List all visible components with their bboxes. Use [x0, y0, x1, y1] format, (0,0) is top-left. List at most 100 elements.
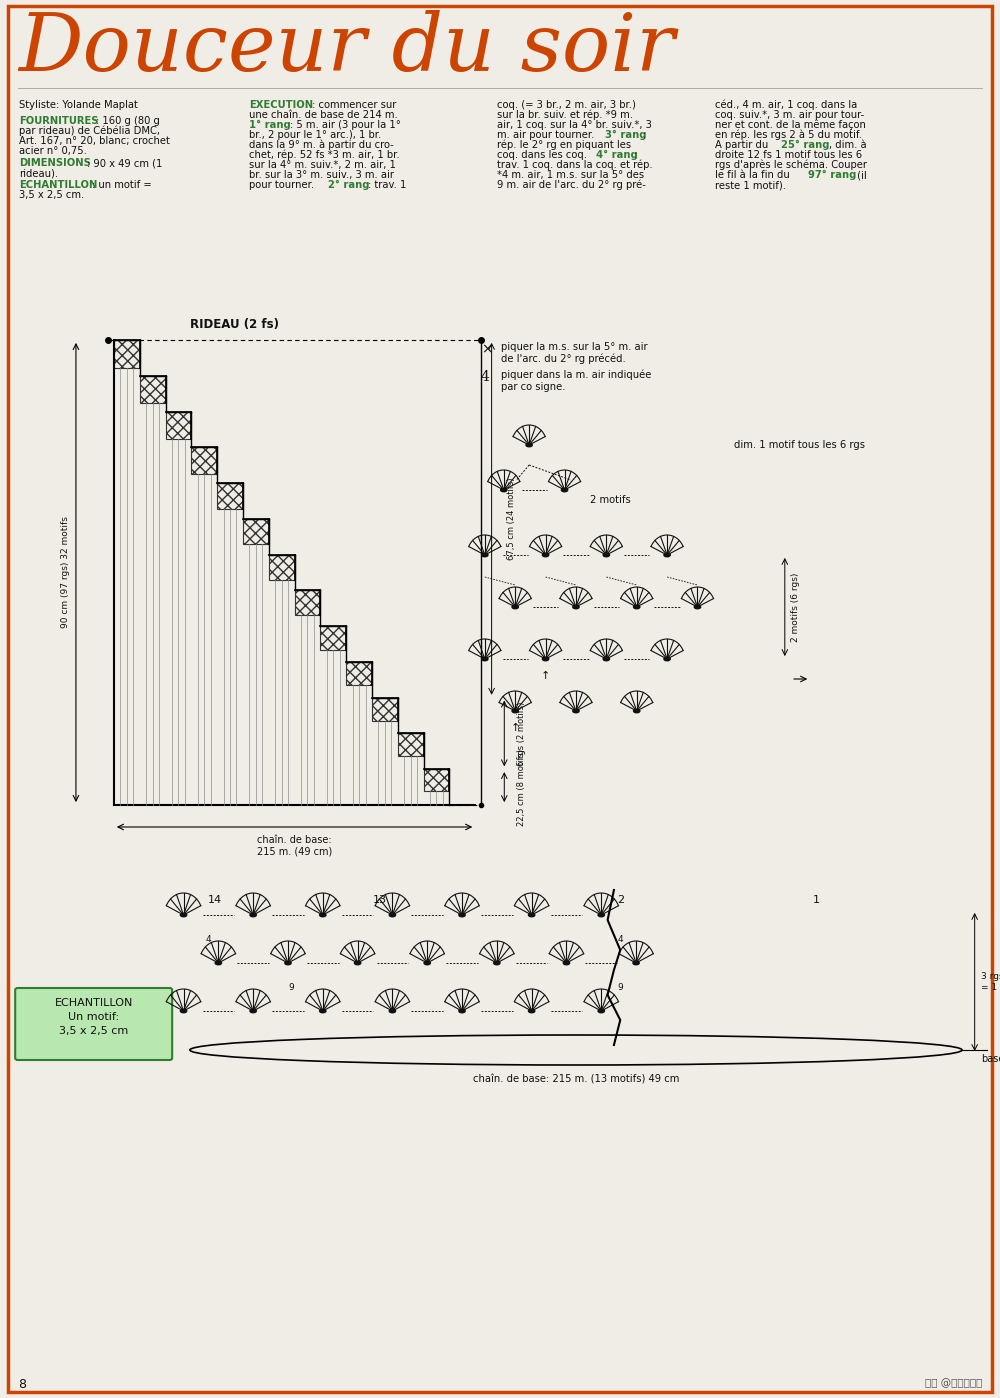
- Bar: [166, 411, 191, 439]
- Text: base: base: [981, 1054, 1000, 1064]
- Text: coq. suiv.*, 3 m. air pour tour-: coq. suiv.*, 3 m. air pour tour-: [715, 110, 864, 120]
- Text: rgs d'après le schéma. Couper: rgs d'après le schéma. Couper: [715, 159, 867, 171]
- Text: rideau).: rideau).: [19, 168, 58, 178]
- Text: , dim. à: , dim. à: [829, 140, 867, 150]
- Text: 4: 4: [617, 935, 623, 944]
- Ellipse shape: [634, 605, 640, 608]
- Bar: [346, 661, 372, 685]
- Text: : un motif =: : un motif =: [92, 180, 152, 190]
- Bar: [320, 626, 346, 650]
- Text: 22,5 cm (8 motifs): 22,5 cm (8 motifs): [517, 748, 526, 826]
- Text: *4 m. air, 1 m.s. sur la 5° des: *4 m. air, 1 m.s. sur la 5° des: [497, 171, 645, 180]
- Text: (il: (il: [854, 171, 867, 180]
- FancyBboxPatch shape: [15, 988, 172, 1060]
- Bar: [424, 769, 449, 791]
- Text: air, 1 coq. sur la 4° br. suiv.*, 3: air, 1 coq. sur la 4° br. suiv.*, 3: [497, 120, 652, 130]
- Text: 1: 1: [813, 895, 820, 905]
- Ellipse shape: [459, 1009, 465, 1012]
- Text: ECHANTILLON
Un motif:
3,5 x 2,5 cm: ECHANTILLON Un motif: 3,5 x 2,5 cm: [54, 998, 133, 1036]
- Text: 90 cm (97 rgs) 32 motifs: 90 cm (97 rgs) 32 motifs: [61, 517, 70, 629]
- Text: 9 m. air de l'arc. du 2° rg pré-: 9 m. air de l'arc. du 2° rg pré-: [497, 180, 646, 190]
- Text: rép. le 2° rg en piquant les: rép. le 2° rg en piquant les: [497, 140, 632, 151]
- Text: 13: 13: [373, 895, 387, 905]
- Ellipse shape: [634, 709, 640, 713]
- Text: FOURNITURES: FOURNITURES: [19, 116, 98, 126]
- Ellipse shape: [633, 962, 639, 965]
- Ellipse shape: [180, 1009, 187, 1012]
- Ellipse shape: [512, 709, 518, 713]
- Ellipse shape: [603, 657, 609, 661]
- Ellipse shape: [664, 554, 670, 556]
- Text: ×: ×: [481, 343, 493, 356]
- Bar: [372, 698, 398, 721]
- Text: 4° rang: 4° rang: [596, 150, 638, 161]
- Ellipse shape: [250, 1009, 256, 1012]
- Text: Art. 167, n° 20, blanc; crochet: Art. 167, n° 20, blanc; crochet: [19, 136, 170, 145]
- Text: acier n° 0,75.: acier n° 0,75.: [19, 145, 87, 157]
- Text: chaîn. de base:
215 m. (49 cm): chaîn. de base: 215 m. (49 cm): [257, 835, 332, 857]
- Text: 1° rang: 1° rang: [249, 120, 291, 130]
- Text: Styliste: Yolande Maplat: Styliste: Yolande Maplat: [19, 101, 138, 110]
- Text: 2: 2: [617, 895, 624, 905]
- Ellipse shape: [528, 1009, 535, 1012]
- Bar: [398, 734, 424, 756]
- Text: 97° rang: 97° rang: [808, 171, 856, 180]
- Text: : trav. 1: : trav. 1: [368, 180, 407, 190]
- Text: céd., 4 m. air, 1 coq. dans la: céd., 4 m. air, 1 coq. dans la: [715, 101, 857, 110]
- Text: 67,5 cm (24 motifs): 67,5 cm (24 motifs): [507, 478, 516, 561]
- Text: ↑: ↑: [511, 723, 520, 733]
- Bar: [114, 340, 140, 368]
- Ellipse shape: [180, 913, 187, 917]
- Ellipse shape: [389, 913, 396, 917]
- Text: DIMENSIONS: DIMENSIONS: [19, 158, 91, 168]
- Text: 头条 @双木记编织: 头条 @双木记编织: [925, 1378, 982, 1388]
- Text: ECHANTILLON: ECHANTILLON: [19, 180, 97, 190]
- Ellipse shape: [573, 605, 579, 608]
- Text: 25° rang: 25° rang: [781, 140, 830, 150]
- Text: ner et cont. de la même façon: ner et cont. de la même façon: [715, 120, 866, 130]
- Ellipse shape: [561, 488, 568, 492]
- Ellipse shape: [501, 488, 507, 492]
- Text: trav. 1 coq. dans la coq. et rép.: trav. 1 coq. dans la coq. et rép.: [497, 159, 653, 171]
- Text: une chaîn. de base de 214 m.: une chaîn. de base de 214 m.: [249, 110, 398, 120]
- Ellipse shape: [573, 709, 579, 713]
- Text: sur la 4° m. suiv.*, 2 m. air, 1: sur la 4° m. suiv.*, 2 m. air, 1: [249, 159, 396, 171]
- Text: sur la br. suiv. et rép. *9 m.: sur la br. suiv. et rép. *9 m.: [497, 110, 633, 120]
- Bar: [269, 555, 295, 580]
- Bar: [191, 447, 217, 474]
- Ellipse shape: [250, 913, 256, 917]
- Ellipse shape: [320, 1009, 326, 1012]
- Text: m. air pour tourner.: m. air pour tourner.: [497, 130, 595, 140]
- Text: 6 rgs (2 motifs): 6 rgs (2 motifs): [517, 702, 526, 766]
- Text: Douceur du soir: Douceur du soir: [18, 10, 674, 88]
- Ellipse shape: [664, 657, 670, 661]
- Ellipse shape: [694, 605, 701, 608]
- Ellipse shape: [389, 1009, 396, 1012]
- Text: par rideau) de Cébélia DMC,: par rideau) de Cébélia DMC,: [19, 126, 160, 137]
- Text: : 5 m. air (3 pour la 1°: : 5 m. air (3 pour la 1°: [290, 120, 401, 130]
- Text: ↑: ↑: [541, 671, 550, 681]
- Text: 4: 4: [206, 935, 212, 944]
- Text: droite 12 fs 1 motif tous les 6: droite 12 fs 1 motif tous les 6: [715, 150, 862, 159]
- Text: : commencer sur: : commencer sur: [309, 101, 396, 110]
- Ellipse shape: [528, 913, 535, 917]
- Text: :: :: [643, 130, 646, 140]
- Ellipse shape: [598, 913, 604, 917]
- Text: 9: 9: [288, 983, 294, 993]
- Text: 14: 14: [208, 895, 222, 905]
- Text: 2° rang: 2° rang: [328, 180, 369, 190]
- Ellipse shape: [512, 605, 518, 608]
- Ellipse shape: [598, 1009, 604, 1012]
- Text: piquer la m.s. sur la 5° m. air
de l'arc. du 2° rg précéd.: piquer la m.s. sur la 5° m. air de l'arc…: [501, 343, 648, 365]
- Text: chet, rép. 52 fs *3 m. air, 1 br.: chet, rép. 52 fs *3 m. air, 1 br.: [249, 150, 400, 161]
- Text: 3 rgs
= 1 motif: 3 rgs = 1 motif: [981, 972, 1000, 991]
- Text: 2 motifs (6 rgs): 2 motifs (6 rgs): [791, 572, 800, 642]
- Text: A partir du: A partir du: [715, 140, 772, 150]
- Text: br. sur la 3° m. suiv., 3 m. air: br. sur la 3° m. suiv., 3 m. air: [249, 171, 394, 180]
- Ellipse shape: [542, 657, 549, 661]
- Bar: [140, 376, 166, 403]
- Text: EXECUTION: EXECUTION: [249, 101, 313, 110]
- Text: pour tourner.: pour tourner.: [249, 180, 314, 190]
- Ellipse shape: [494, 962, 500, 965]
- Ellipse shape: [354, 962, 361, 965]
